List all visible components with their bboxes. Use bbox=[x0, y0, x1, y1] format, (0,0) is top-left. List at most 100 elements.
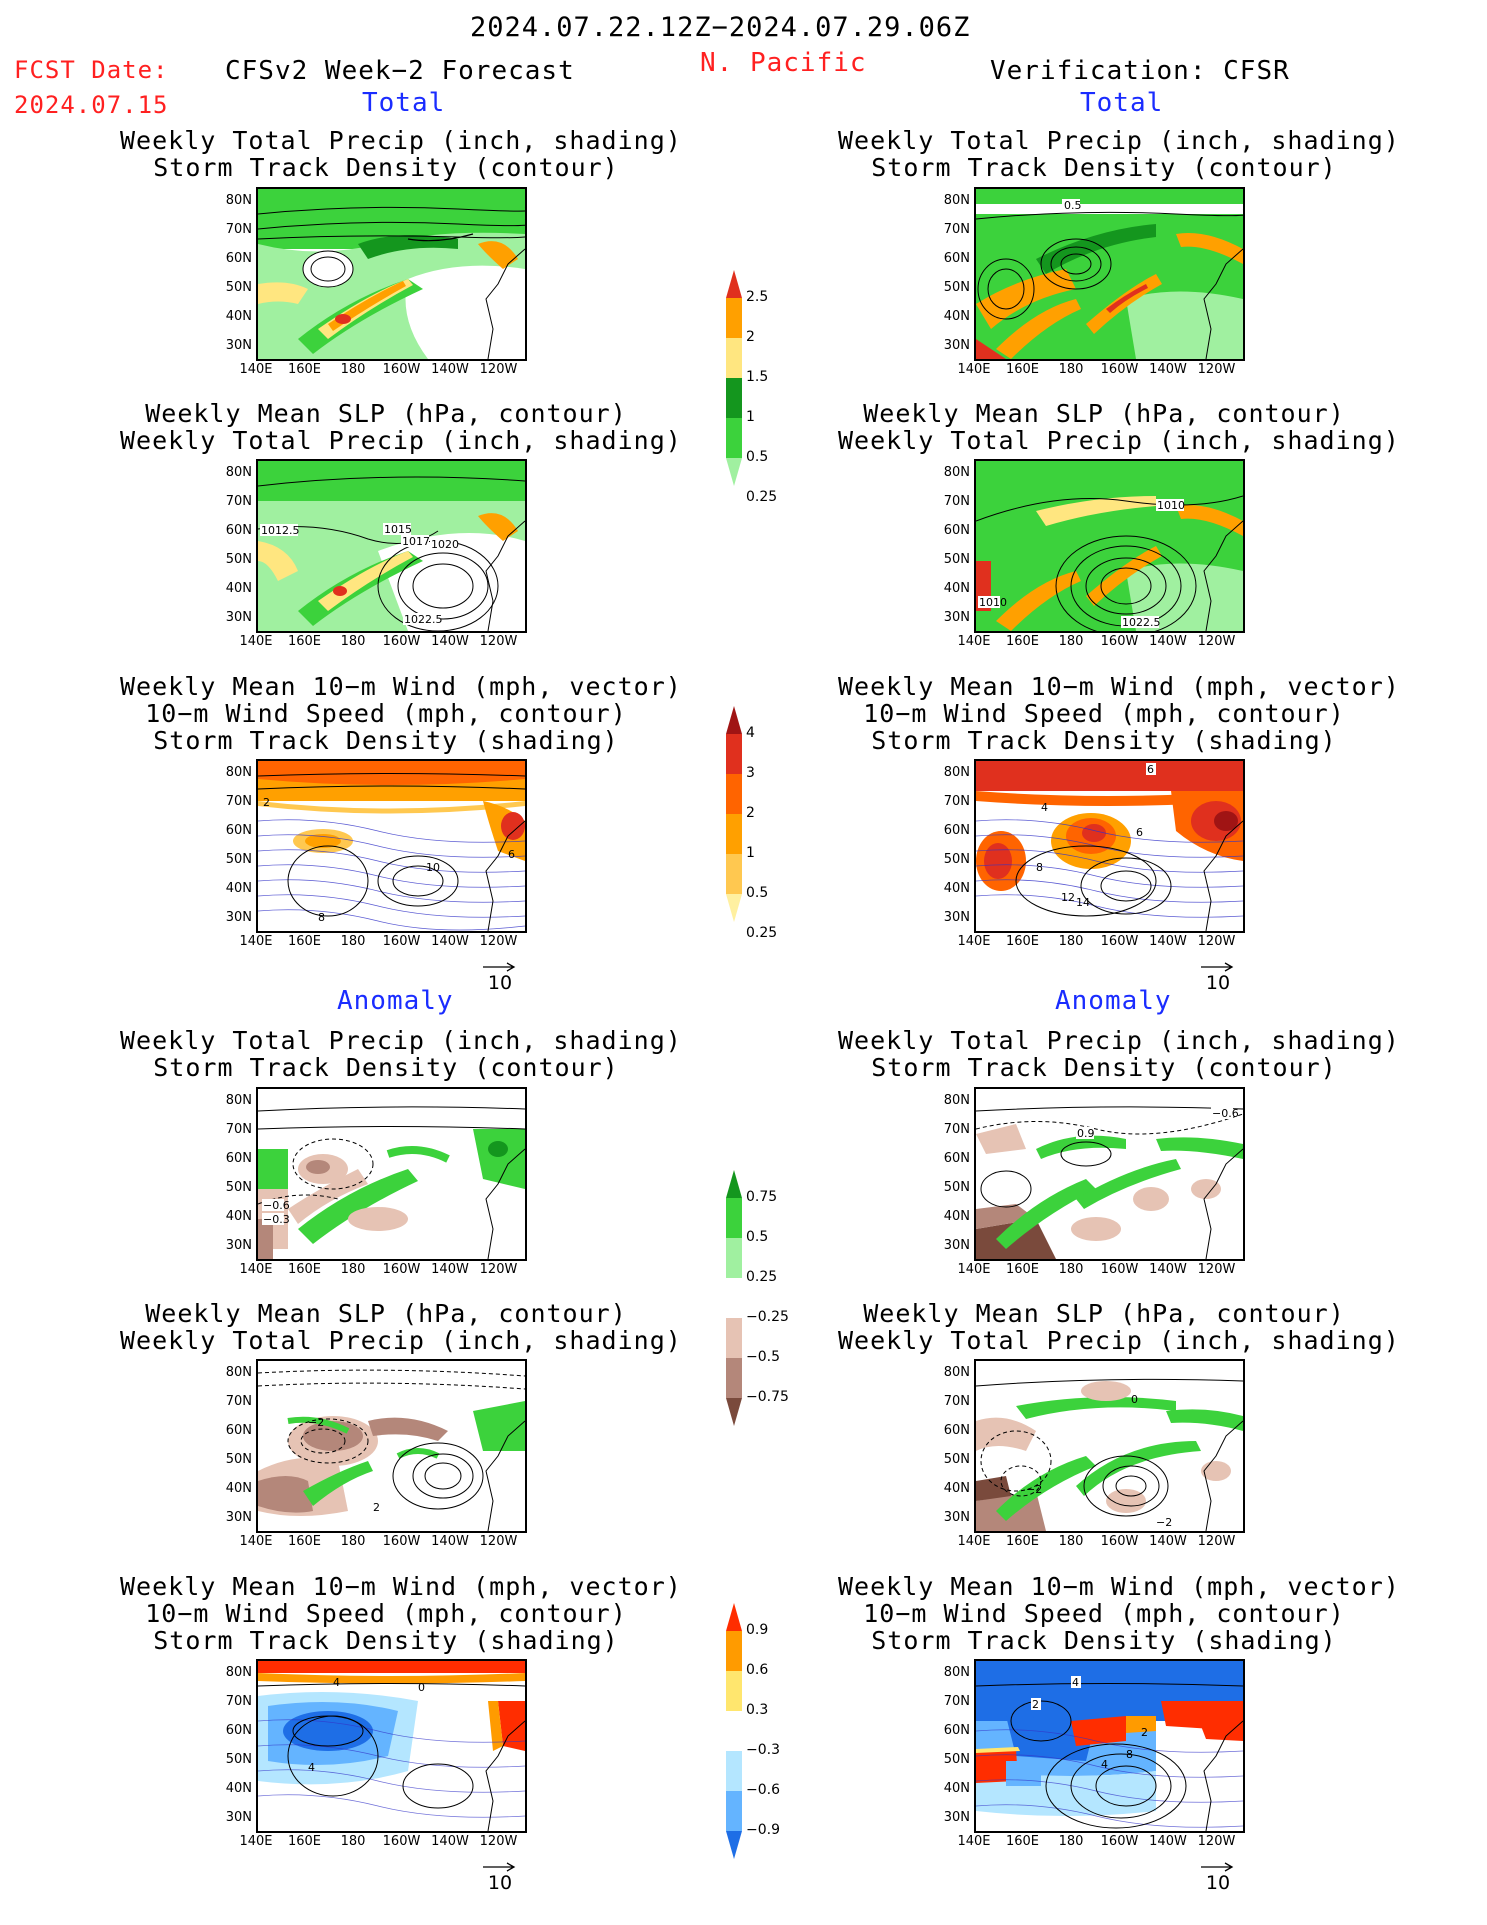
contour-label: −0.3 bbox=[263, 1213, 290, 1226]
contour-label: 6 bbox=[1147, 763, 1154, 776]
map-verif-anom-slp-precip: 0 −2 −2 bbox=[974, 1359, 1245, 1533]
latitude-label: 50N bbox=[943, 280, 970, 295]
longitude-label: 160W bbox=[1100, 362, 1139, 377]
colorbar-level-label: 1 bbox=[746, 845, 755, 861]
verification-title: Verification: CFSR bbox=[990, 56, 1290, 86]
vector-reference-label: 10 bbox=[1205, 972, 1231, 994]
contour-label: 1020 bbox=[431, 538, 459, 551]
map-verif-total-wind: 6 4 6 8 12 14 bbox=[974, 759, 1245, 933]
latitude-label: 60N bbox=[225, 523, 252, 538]
verification-total-label: Total bbox=[1080, 88, 1164, 118]
contour-label: −2 bbox=[1026, 1483, 1042, 1496]
colorbar-swatch bbox=[726, 1603, 742, 1631]
colorbar-swatch bbox=[726, 418, 742, 458]
longitude-label: 180 bbox=[340, 934, 366, 949]
fcst-date-value: 2024.07.15 bbox=[14, 91, 169, 119]
title-line: Storm Track Density (shading) bbox=[871, 1626, 1337, 1655]
latitude-label: 70N bbox=[225, 1394, 252, 1409]
contour-label: 2 bbox=[373, 1501, 380, 1514]
latitude-label: 50N bbox=[225, 280, 252, 295]
map-forecast-anom-wind: 4 0 4 bbox=[256, 1659, 527, 1833]
latitude-label: 60N bbox=[943, 1723, 970, 1738]
latitude-label: 80N bbox=[225, 1365, 252, 1380]
contour-label: 1015 bbox=[384, 523, 412, 536]
panel-title-forecast-total-wind: Weekly Mean 10−m Wind (mph, vector) 10−m… bbox=[120, 672, 682, 754]
latitude-label: 50N bbox=[225, 1180, 252, 1195]
latitude-label: 40N bbox=[943, 1781, 970, 1796]
latitude-label: 50N bbox=[943, 1180, 970, 1195]
contour-label: 6 bbox=[1136, 826, 1143, 839]
vector-reference-label: 10 bbox=[487, 1872, 513, 1894]
colorbar-swatch bbox=[726, 270, 742, 298]
longitude-label: 180 bbox=[1058, 634, 1084, 649]
vector-reference-forecast-anom: 10 bbox=[480, 1862, 520, 1894]
title-line: Weekly Mean 10−m Wind (mph, vector) bbox=[120, 672, 682, 701]
longitude-label: 140W bbox=[1149, 362, 1187, 377]
latitude-label: 50N bbox=[943, 552, 970, 567]
contour-label: 8 bbox=[1126, 1748, 1133, 1761]
longitude-label: 160W bbox=[382, 934, 421, 949]
latitude-label: 80N bbox=[943, 1365, 970, 1380]
longitude-label: 180 bbox=[1058, 1534, 1084, 1549]
colorbar-level-label: 2 bbox=[746, 329, 755, 345]
region-title: N. Pacific bbox=[700, 48, 867, 78]
colorbar-level-label: 0.25 bbox=[746, 489, 778, 505]
arrow-right-icon bbox=[483, 962, 516, 972]
contour-label: 0.9 bbox=[1077, 1127, 1095, 1140]
longitude-label: 160W bbox=[1100, 934, 1139, 949]
longitude-label: 140W bbox=[1149, 1834, 1187, 1849]
title-line: Weekly Mean SLP (hPa, contour) bbox=[863, 1299, 1345, 1328]
latitude-label: 70N bbox=[943, 494, 970, 509]
title-line: Weekly Mean SLP (hPa, contour) bbox=[145, 399, 627, 428]
latitude-label: 70N bbox=[225, 222, 252, 237]
latitude-label: 40N bbox=[225, 1781, 252, 1796]
longitude-label: 140E bbox=[957, 634, 991, 649]
latitude-label: 30N bbox=[225, 910, 252, 925]
colorbar-level-label: −0.75 bbox=[746, 1389, 789, 1405]
latitude-label: 60N bbox=[225, 1423, 252, 1438]
longitude-label: 140E bbox=[957, 1834, 991, 1849]
latitude-label: 30N bbox=[225, 1810, 252, 1825]
colorbar-level-label: 3 bbox=[746, 765, 755, 781]
latitude-label: 50N bbox=[225, 1752, 252, 1767]
contour-label: 4 bbox=[1041, 801, 1048, 814]
longitude-label: 160W bbox=[1100, 1834, 1139, 1849]
title-line: Storm Track Density (contour) bbox=[871, 153, 1337, 182]
colorbar-level-label: 0.5 bbox=[746, 1229, 769, 1245]
latitude-label: 40N bbox=[943, 581, 970, 596]
colorbar-swatch bbox=[726, 706, 742, 734]
longitude-label: 180 bbox=[1058, 934, 1084, 949]
panel-title-forecast-anom-precip: Weekly Total Precip (inch, shading) Stor… bbox=[120, 1027, 681, 1081]
longitude-label: 160W bbox=[1100, 1262, 1139, 1277]
latitude-label: 50N bbox=[225, 552, 252, 567]
arrow-right-icon bbox=[483, 1862, 516, 1872]
latitude-label: 40N bbox=[943, 309, 970, 324]
panel-title-verif-total-wind: Weekly Mean 10−m Wind (mph, vector) 10−m… bbox=[838, 673, 1399, 754]
panel-title-forecast-total-precip: Weekly Total Precip (inch, shading) Stor… bbox=[120, 127, 681, 181]
contour-label: 8 bbox=[318, 911, 325, 924]
longitude-label: 120W bbox=[479, 1534, 518, 1549]
colorbar-level-label: 0.25 bbox=[746, 1269, 778, 1285]
colorbar-swatch bbox=[726, 338, 742, 378]
contour-label: 0.5 bbox=[1064, 199, 1082, 212]
longitude-label: 180 bbox=[340, 1834, 366, 1849]
period-title: 2024.07.22.12Z−2024.07.29.06Z bbox=[470, 12, 971, 43]
colorbar-level-label: 4 bbox=[746, 725, 755, 741]
latitude-label: 70N bbox=[225, 1122, 252, 1137]
longitude-label: 140E bbox=[239, 1262, 273, 1277]
contour-label: 1022.5 bbox=[404, 613, 443, 626]
longitude-label: 140W bbox=[1149, 934, 1187, 949]
colorbar-swatch bbox=[726, 854, 742, 894]
latitude-label: 40N bbox=[225, 1209, 252, 1224]
latitude-label: 30N bbox=[943, 1810, 970, 1825]
colorbar-swatches bbox=[726, 1170, 742, 1426]
latitude-label: 40N bbox=[943, 881, 970, 896]
forecast-title: CFSv2 Week−2 Forecast bbox=[225, 56, 575, 86]
contour-label: 1010 bbox=[1157, 499, 1185, 512]
latitude-label: 50N bbox=[943, 1452, 970, 1467]
longitude-label: 140W bbox=[431, 934, 469, 949]
colorbar-level-label: 1.5 bbox=[746, 369, 769, 385]
vector-reference-label: 10 bbox=[1205, 1872, 1231, 1894]
colorbar-swatch bbox=[726, 1170, 742, 1198]
latitude-label: 40N bbox=[225, 309, 252, 324]
